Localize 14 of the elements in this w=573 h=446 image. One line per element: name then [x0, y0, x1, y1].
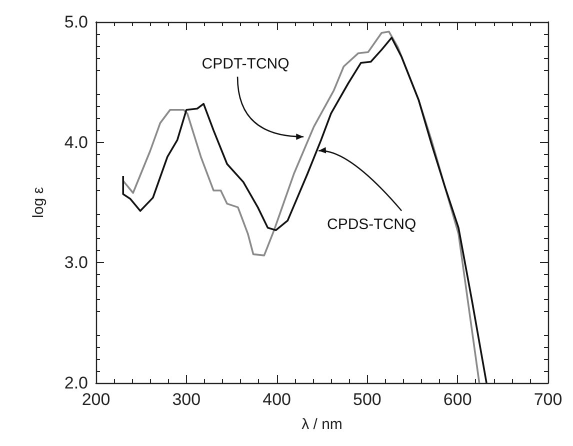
y-axis-title: log ε — [30, 186, 47, 218]
x-tick-label: 300 — [172, 390, 201, 409]
x-tick-label: 200 — [82, 390, 110, 409]
x-tick-label: 400 — [262, 390, 291, 409]
annotation: CPDT-TCNQ — [202, 56, 290, 73]
x-tick-label: 500 — [353, 390, 382, 409]
x-tick-label: 600 — [443, 390, 472, 409]
y-tick-label: 3.0 — [64, 253, 88, 272]
y-tick-label: 2.0 — [64, 374, 88, 392]
y-tick-label: 5.0 — [64, 12, 88, 32]
x-axis-title: λ / nm — [302, 416, 342, 433]
annotation: CPDS-TCNQ — [326, 216, 416, 233]
y-tick-label: 4.0 — [64, 132, 88, 152]
x-tick-label: 700 — [534, 390, 562, 409]
